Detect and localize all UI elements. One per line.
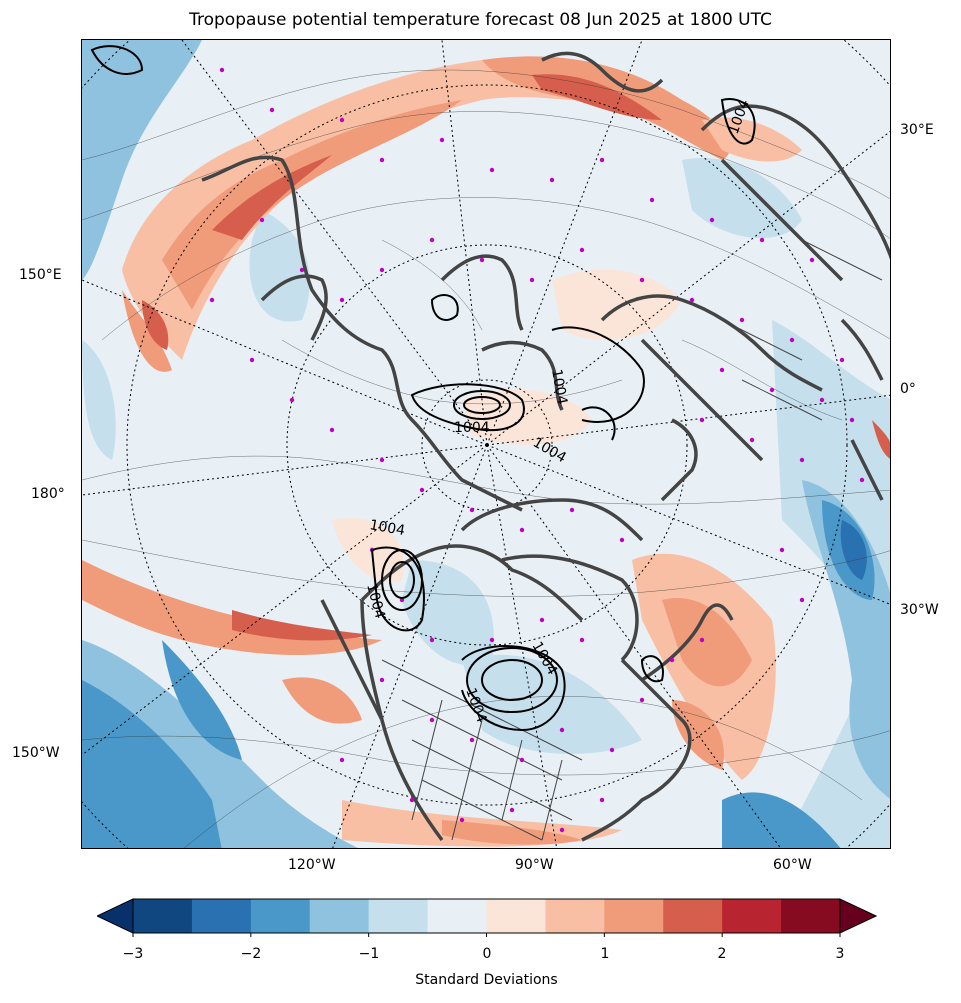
map-panel[interactable]: 1004 1004 1004 1004 1004 1004 1004 1004	[81, 39, 891, 849]
colorbar-label: Standard Deviations	[415, 972, 558, 988]
lon-label-90w: 90°W	[515, 857, 554, 873]
political-boundaries	[381, 239, 883, 841]
lon-label-150e: 150°E	[19, 267, 62, 283]
colorbar-cell	[191, 899, 252, 933]
lon-label-60w: 60°W	[773, 857, 812, 873]
colorbar-cell	[781, 899, 841, 933]
colorbar-tick-label: 2	[717, 946, 727, 962]
colorbar-cell	[133, 899, 193, 933]
contour-label: 1004	[454, 420, 490, 436]
colorbar-cell	[545, 899, 605, 933]
lon-label-150w: 150°W	[12, 745, 60, 761]
colorbar-tick-label: −2	[240, 946, 262, 962]
colorbar-ticks	[132, 933, 841, 937]
colorbar-cell	[486, 899, 546, 933]
colorbar-cell	[663, 899, 723, 933]
colorbar-tick-label: 0	[482, 946, 492, 962]
positive-anomaly-regions	[82, 56, 890, 847]
colorbar-cell	[368, 899, 429, 933]
lon-label-0: 0°	[900, 381, 916, 397]
colorbar-cell	[250, 899, 311, 933]
coastlines	[201, 51, 890, 842]
lon-label-180: 180°	[31, 486, 65, 502]
colorbar-tick-label: 3	[835, 946, 845, 962]
lon-label-30e: 30°E	[900, 122, 934, 138]
colorbar-cell	[722, 899, 782, 933]
contour-label: 1004	[368, 517, 406, 539]
colorbar-cells	[97, 898, 877, 934]
colorbar-extend-high	[839, 898, 877, 934]
colorbar-tick-label: −3	[122, 946, 144, 962]
colorbar-extend-low	[97, 898, 134, 934]
colorbar-cell	[427, 899, 487, 933]
contour-label: 1004	[548, 368, 570, 406]
lon-label-120w: 120°W	[288, 857, 336, 873]
colorbar	[97, 898, 877, 937]
negative-anomaly-regions	[82, 40, 890, 848]
pressure-isobars	[90, 45, 756, 732]
colorbar-tick-label: 1	[600, 946, 610, 962]
map-svg: 1004 1004 1004 1004 1004 1004 1004 1004	[82, 40, 890, 848]
colorbar-cell	[309, 899, 370, 933]
lon-label-30w: 30°W	[900, 602, 939, 618]
colorbar-cell	[604, 899, 664, 933]
chart-title: Tropopause potential temperature forecas…	[189, 10, 772, 30]
station-markers	[209, 67, 865, 833]
colorbar-tick-label: −1	[358, 946, 380, 962]
